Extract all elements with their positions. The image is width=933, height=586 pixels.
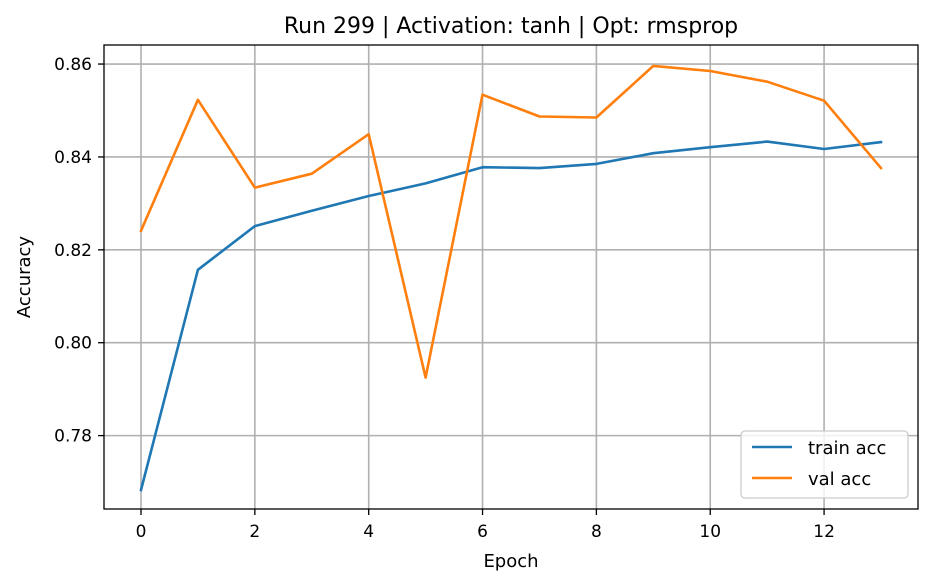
y-tick-label: 0.84 <box>54 148 92 168</box>
x-tick-label: 12 <box>813 522 835 542</box>
x-tick-label: 4 <box>363 522 374 542</box>
legend-label-train-acc: train acc <box>808 438 886 459</box>
x-tick-label: 6 <box>477 522 488 542</box>
x-axis-label: Epoch <box>483 551 538 572</box>
chart-title: Run 299 | Activation: tanh | Opt: rmspro… <box>284 14 738 39</box>
series-line-val-acc <box>139 64 883 379</box>
x-tick-label: 10 <box>699 522 721 542</box>
legend: train acc val acc <box>740 430 909 499</box>
y-axis-ticks: 0.78 0.80 0.82 0.84 0.86 <box>54 55 104 447</box>
x-tick-label: 2 <box>249 522 260 542</box>
x-tick-label: 0 <box>136 522 147 542</box>
y-tick-label: 0.82 <box>54 241 92 261</box>
y-tick-label: 0.86 <box>54 55 92 75</box>
series-line-train-acc <box>139 140 883 492</box>
y-axis-label: Accuracy <box>14 236 35 319</box>
x-tick-label: 8 <box>591 522 602 542</box>
y-tick-label: 0.80 <box>54 334 92 354</box>
x-axis-ticks: 0 2 4 6 8 10 12 <box>136 509 835 542</box>
legend-label-val-acc: val acc <box>808 469 871 490</box>
series-lines <box>139 64 883 492</box>
plot-area-frame <box>103 44 919 510</box>
grid <box>104 45 918 509</box>
y-tick-label: 0.78 <box>54 427 92 447</box>
